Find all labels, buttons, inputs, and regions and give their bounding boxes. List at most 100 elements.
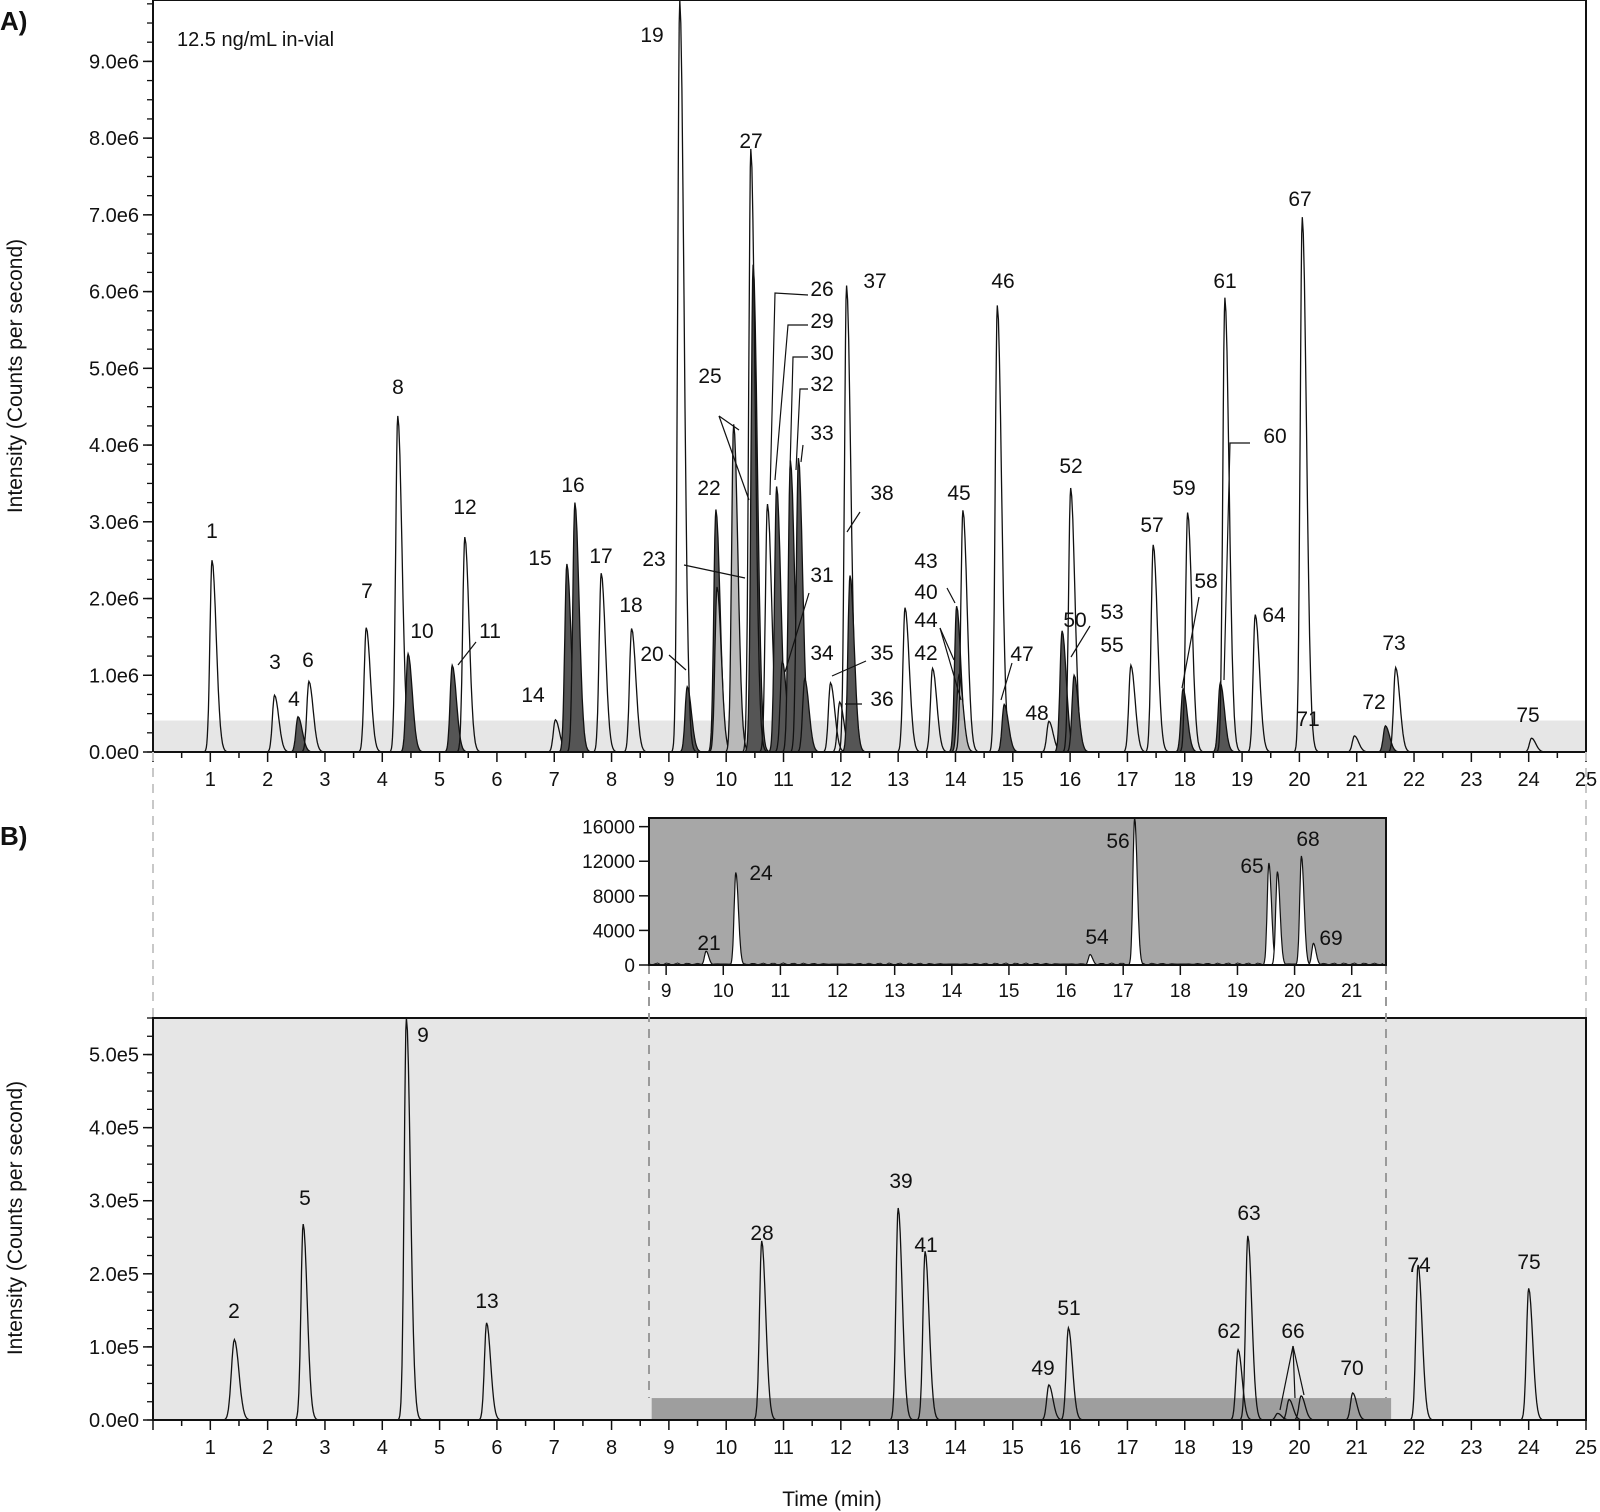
panel-b-peak-labels: 2 5 9 13 28 39 41 49 51 62 63 66 70 74 75: [228, 1024, 1541, 1380]
x-tick-label: 16: [1059, 1437, 1081, 1459]
peak-label-52: 52: [1059, 455, 1082, 478]
leader-43: [946, 587, 956, 604]
peak-label-48: 48: [1025, 702, 1048, 725]
y-tick-label: 1.0e5: [89, 1337, 139, 1359]
x-tick-label: 8: [606, 769, 617, 791]
x-tick-label: 2: [262, 1437, 273, 1459]
inset-peak-label-69: 69: [1319, 927, 1342, 950]
leader-30: [789, 356, 808, 471]
panel-b-x-axis-title: Time (min): [782, 1488, 882, 1511]
peak-label-71: 71: [1296, 708, 1319, 731]
x-tick-label: 7: [549, 769, 560, 791]
x-tick-label: 15: [1002, 1437, 1024, 1459]
peak-label-43: 43: [914, 550, 937, 573]
x-tick-label: 3: [319, 1437, 330, 1459]
peak-label-61: 61: [1213, 270, 1236, 293]
inset-peak-label-24: 24: [749, 862, 773, 885]
y-tick-label: 12000: [582, 852, 635, 873]
y-tick-label: 5.0e6: [89, 358, 139, 380]
inset-peaks: [648, 817, 1384, 966]
peak-label-47: 47: [1010, 643, 1033, 666]
x-tick-label: 12: [830, 1437, 852, 1459]
leader-66a: [1279, 1345, 1294, 1411]
leader-33: [800, 444, 804, 463]
peak-46: [986, 305, 1031, 753]
peak-label-57: 57: [1140, 514, 1163, 537]
peak-label-60: 60: [1263, 425, 1286, 448]
x-tick-label: 18: [1174, 769, 1196, 791]
x-tick-label: 2: [262, 769, 273, 791]
panel-a-y-axis-title: Intensity (Counts per second): [4, 239, 27, 513]
peak-label-28: 28: [750, 1222, 773, 1245]
peak-label-37: 37: [863, 270, 886, 293]
leader-44a: [939, 627, 955, 661]
leader-29: [774, 324, 808, 481]
peak-label-73: 73: [1382, 632, 1405, 655]
x-tick-label: 14: [944, 1437, 966, 1459]
peak-label-29: 29: [810, 310, 833, 333]
x-tick-label: 21: [1341, 981, 1362, 1002]
inset-baseline: [648, 962, 1384, 966]
peak-label-22: 22: [697, 477, 720, 500]
peak-label-4: 4: [288, 688, 300, 711]
leader-35: [831, 660, 867, 677]
peak-label-72: 72: [1362, 691, 1385, 714]
y-tick-label: 4.0e6: [89, 435, 139, 457]
peak-label-19: 19: [640, 24, 663, 47]
x-tick-label: 20: [1288, 1437, 1310, 1459]
y-tick-label: 2.0e5: [89, 1264, 139, 1286]
y-tick-label: 3.0e5: [89, 1191, 139, 1213]
peak-label-40: 40: [914, 581, 937, 604]
x-tick-label: 13: [887, 769, 909, 791]
peak-label-13: 13: [475, 1290, 498, 1313]
peak-label-44: 44: [914, 609, 938, 632]
x-tick-label: 24: [1518, 769, 1540, 791]
x-tick-label: 9: [663, 1437, 674, 1459]
leader-11: [457, 641, 477, 666]
panel-b-x-ticks: 1 2 3 4 5 6 7 8 9 10 11 12 13 14 15 16 17 18 19 20 21 22 23 24 2…: [152, 1420, 1597, 1459]
y-tick-label: 0.0e0: [89, 742, 139, 764]
leader-53: [1070, 625, 1091, 658]
x-tick-label: 11: [773, 769, 794, 791]
y-tick-label: 8000: [593, 887, 635, 908]
x-tick-label: 22: [1403, 1437, 1425, 1459]
x-tick-label: 4: [377, 769, 388, 791]
leader-66c: [1292, 1345, 1305, 1396]
leader-23: [683, 564, 746, 579]
peak-label-46: 46: [991, 270, 1014, 293]
peak-label-11: 11: [479, 620, 501, 643]
x-tick-label: 6: [491, 1437, 502, 1459]
leader-60: [1223, 442, 1250, 681]
x-tick-label: 3: [319, 769, 330, 791]
panel-b-y-ticks: 0.0e0 1.0e5 2.0e5 3.0e5 4.0e5 5.0e5: [89, 1017, 153, 1432]
x-tick-label: 5: [434, 1437, 445, 1459]
peak-label-67: 67: [1288, 188, 1311, 211]
panel-b-y-axis-title: Intensity (Counts per second): [4, 1081, 27, 1355]
peak-label-70: 70: [1340, 1357, 1363, 1380]
peak-16: [566, 502, 609, 753]
panel-b-inset-chart: 0 4000 8000 12000 16000 9 10 11 12 13 14 15 16 17 18 1…: [582, 817, 1387, 1002]
leader-38: [846, 511, 861, 533]
panel-a-annotation: 12.5 ng/mL in-vial: [177, 29, 334, 51]
peak-label-5: 5: [299, 1187, 311, 1210]
panel-b-leader-lines: [1279, 1345, 1305, 1411]
x-tick-label: 18: [1170, 981, 1191, 1002]
panel-b-background: [153, 1018, 1586, 1420]
peak-label-1: 1: [206, 520, 218, 543]
y-tick-label: 0.0e0: [89, 1410, 139, 1432]
x-tick-label: 21: [1346, 769, 1368, 791]
panel-a-x-ticks: 1 2 3 4 5 6 7 8 9 10 11 12 13 14 15 16 17 18 19 20 21 22 23 24 2…: [152, 752, 1597, 791]
y-tick-label: 4000: [593, 921, 635, 942]
x-tick-label: 14: [944, 769, 966, 791]
zoom-region-b: [651, 1398, 1392, 1420]
y-tick-label: 4.0e5: [89, 1118, 139, 1140]
x-tick-label: 5: [434, 769, 445, 791]
leader-58: [1181, 596, 1200, 689]
x-tick-label: 17: [1113, 981, 1134, 1002]
peak-label-59: 59: [1172, 477, 1195, 500]
x-tick-label: 19: [1227, 981, 1248, 1002]
peak-label-8: 8: [392, 376, 404, 399]
x-tick-label: 23: [1460, 1437, 1482, 1459]
peak-label-51: 51: [1057, 1297, 1080, 1320]
x-tick-label: 11: [773, 1437, 794, 1459]
